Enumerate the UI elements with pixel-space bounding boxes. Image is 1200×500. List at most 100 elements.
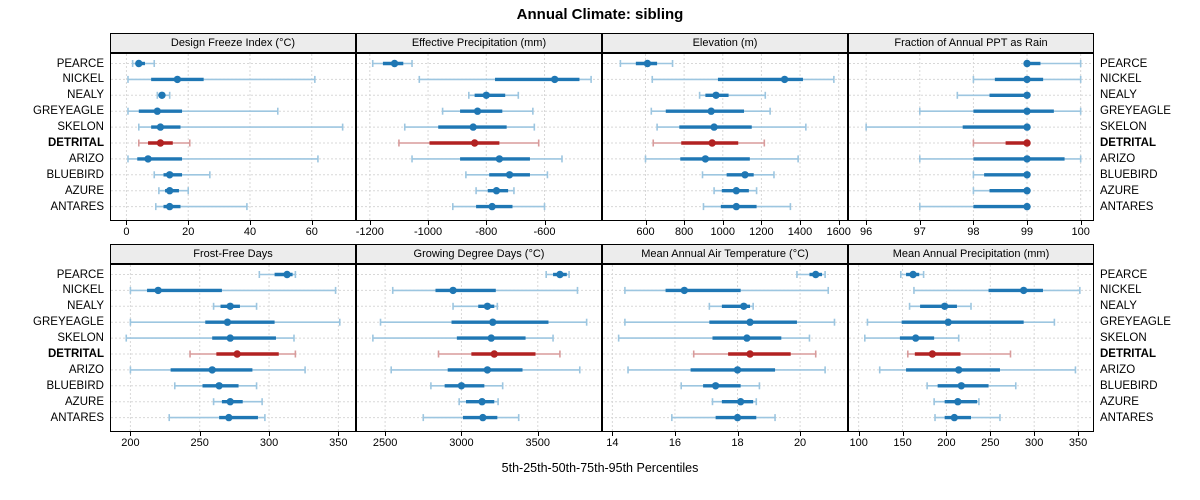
interval-greyeagle-fraction-of-annual-ppt-as-rain [918,107,1082,115]
interval-pearce-effective-precipitation-mm [371,59,413,68]
median-dot [215,382,223,390]
interval-pearce-frost-free-days [258,270,297,279]
median-dot [780,75,789,84]
site-label-left-bluebird: BLUEBIRD [46,379,104,392]
interval-skelon-mean-annual-air-temperature-c [617,334,811,342]
interval-pearce-mean-annual-precipitation-mm [899,270,925,279]
interval-nickel-mean-annual-air-temperature-c [624,286,830,295]
interval-nealy-design-freeze-index-c [156,91,171,99]
interval-arizo-growing-degree-days-c [390,366,581,374]
x-tick-design-freeze-index-c [249,221,251,225]
median-dot [1023,171,1031,179]
median-dot [1023,91,1031,99]
x-tick-label-mean-annual-precipitation-mm: 100 [849,437,868,449]
x-tick-label-frost-free-days: 350 [329,437,348,449]
interval-bluebird-fraction-of-annual-ppt-as-rain [972,171,1031,179]
x-tick-frost-free-days [130,432,132,436]
median-dot [283,270,291,279]
site-label-left-greyeagle: GREYEAGLE [33,105,104,118]
panel-strip-design-freeze-index-c: Design Freeze Index (°C) [110,33,356,53]
x-tick-label-mean-annual-air-temperature-c: 16 [668,437,682,449]
site-label-left-nickel: NICKEL [62,284,104,297]
site-label-left-antares: ANTARES [50,411,104,424]
median-dot [233,350,241,358]
interval-skelon-fraction-of-annual-ppt-as-rain [865,123,1031,131]
x-tick-fraction-of-annual-ppt-as-rain [973,221,975,225]
site-label-left-bluebird: BLUEBIRD [46,168,104,181]
interval-nickel-design-freeze-index-c [127,75,316,84]
interval-antares-fraction-of-annual-ppt-as-rain [918,202,1031,211]
interval-greyeagle-growing-degree-days-c [379,318,588,326]
median-dot [711,382,720,390]
interval-nealy-mean-annual-air-temperature-c [708,302,754,310]
panel-strip-elevation-m: Elevation (m) [602,33,848,53]
x-tick-label-frost-free-days: 250 [190,437,209,449]
interval-detrital-design-freeze-index-c [137,139,191,147]
median-dot [457,382,466,390]
median-dot [743,334,751,342]
x-tick-label-design-freeze-index-c: 40 [243,226,257,238]
x-tick-label-elevation-m: 1400 [787,226,813,238]
x-tick-label-design-freeze-index-c: 20 [182,226,195,238]
median-dot [488,202,496,211]
interval-arizo-mean-annual-precipitation-mm [878,366,1077,374]
x-tick-label-mean-annual-precipitation-mm: 250 [981,437,1000,449]
panel-canvas-elevation-m [603,54,847,220]
median-dot [1023,202,1031,211]
site-label-left-arizo: ARIZO [68,363,104,376]
x-tick-frost-free-days [269,432,271,436]
panel-strip-mean-annual-air-temperature-c: Mean Annual Air Temperature (°C) [602,244,848,264]
median-dot [708,139,716,147]
site-label-right-antares: ANTARES [1100,411,1154,424]
median-dot [950,413,959,422]
interval-nickel-effective-precipitation-mm [418,75,592,84]
x-tick-label-growing-degree-days-c: 3000 [449,437,474,449]
interval-nickel-growing-degree-days-c [391,286,579,295]
median-dot [487,334,495,342]
median-dot [226,398,234,406]
interval-greyeagle-mean-annual-precipitation-mm [866,318,1056,326]
interval-pearce-design-freeze-index-c [131,59,156,68]
figure-caption: 5th-25th-50th-75th-95th Percentiles [501,461,699,475]
interval-arizo-frost-free-days [129,366,306,374]
site-label-left-detrital: DETRITAL [47,137,104,149]
site-label-left-azure: AZURE [65,184,104,197]
median-dot [1023,139,1031,147]
x-tick-growing-degree-days-c [537,432,539,436]
interval-arizo-effective-precipitation-mm [411,155,563,163]
interval-nealy-elevation-m [698,91,767,99]
median-dot [469,123,477,131]
median-dot [707,107,715,115]
median-dot [483,366,492,374]
panel-plot-mean-annual-precipitation-mm [848,264,1094,432]
x-tick-growing-degree-days-c [461,432,463,436]
median-dot [156,123,165,131]
panel-plot-elevation-m [602,53,848,221]
x-tick-label-mean-annual-precipitation-mm: 350 [1068,437,1088,449]
x-tick-mean-annual-precipitation-mm [946,432,948,436]
x-tick-design-freeze-index-c [126,221,128,225]
median-dot [156,139,165,147]
site-label-right-pearce: PEARCE [1100,268,1148,281]
x-tick-label-elevation-m: 600 [636,226,655,238]
panel-plot-mean-annual-air-temperature-c [602,264,848,432]
interval-azure-fraction-of-annual-ppt-as-rain [972,187,1031,195]
x-tick-label-frost-free-days: 200 [121,437,140,449]
interval-azure-mean-annual-precipitation-mm [933,398,980,406]
median-dot [489,318,497,326]
median-dot [225,413,233,422]
panel-plot-effective-precipitation-mm [356,53,602,221]
interval-pearce-mean-annual-air-temperature-c [796,270,826,279]
x-tick-frost-free-days [199,432,201,436]
site-label-left-azure: AZURE [65,395,104,408]
median-dot [940,302,949,310]
interval-bluebird-mean-annual-precipitation-mm [926,382,1017,390]
x-tick-mean-annual-precipitation-mm [1034,432,1036,436]
median-dot [165,187,174,195]
x-tick-fraction-of-annual-ppt-as-rain [1080,221,1082,225]
x-tick-label-mean-annual-air-temperature-c: 14 [606,437,619,449]
interval-skelon-mean-annual-precipitation-mm [863,334,960,342]
interval-pearce-fraction-of-annual-ppt-as-rain [1023,59,1082,68]
median-dot [551,75,559,84]
site-label-left-detrital: DETRITAL [47,348,104,360]
